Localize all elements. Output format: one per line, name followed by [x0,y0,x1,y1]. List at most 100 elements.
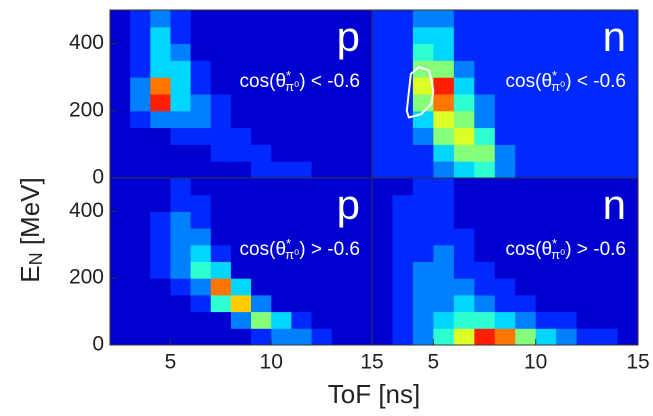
heat-cell [331,10,353,28]
x-tick-label: 10 [524,351,547,374]
heat-cell [515,127,537,145]
heat-cell [576,228,598,246]
heat-cell [412,26,434,45]
heat-cell [150,244,171,262]
heat-cell [392,294,414,313]
heat-cell [515,261,537,279]
heat-cell [433,161,455,179]
heat-cell [271,178,292,196]
heat-cell [474,328,496,346]
heat-cell [150,26,171,45]
heat-cell [130,194,151,212]
heat-cell [392,161,414,179]
heat-cell [474,161,496,179]
heat-cell [291,43,313,61]
heat-cell [576,244,598,262]
heat-cell [210,110,232,129]
heat-cell [210,328,232,346]
heat-cell [351,26,373,45]
heat-cell [190,26,212,45]
heat-cell [412,10,434,28]
heat-cell [291,10,313,28]
heat-cell [230,294,252,313]
heat-cell [150,10,171,28]
heat-cell [230,43,252,61]
heat-cell [453,161,475,179]
heat-cell [251,244,272,262]
heat-cell [474,144,496,162]
heat-cell [110,211,131,229]
heat-cell [392,194,414,212]
heat-cell [412,294,434,313]
heat-cell [331,228,353,246]
heat-cell [130,60,151,78]
heat-cell [130,211,151,229]
heat-cell [271,328,292,346]
heat-cell [130,244,151,262]
heat-cell [515,328,537,346]
heat-cell [556,244,578,262]
heat-cell [351,110,373,129]
heat-cell [535,60,557,78]
heat-cell [271,311,292,329]
heat-cell [474,211,496,229]
heat-cell [190,194,212,212]
heat-cell [515,161,537,179]
heat-cell [351,60,373,78]
heat-cell [535,211,557,229]
heat-cell [291,278,313,296]
heat-cell [130,10,151,28]
heat-cell [150,294,171,313]
heat-cell [150,328,171,346]
heat-cell [617,127,639,145]
heat-cell [351,244,373,262]
heat-cell [311,328,333,346]
heat-cell [130,178,151,196]
heat-cell [170,94,192,112]
heat-cell [392,110,414,129]
heat-cell [453,294,475,313]
heat-cell [494,278,516,296]
cut-sub: π⁰ [551,79,565,94]
heat-cell [617,261,639,279]
y-label-main: E [15,265,45,282]
heat-cell [170,43,192,61]
heat-cell [311,94,333,112]
heat-cell [331,60,353,78]
heat-cell [412,244,434,262]
heat-cell [412,194,434,212]
cut-rest: ) < -0.6 [299,71,360,92]
heat-cell [576,311,598,329]
heat-cell [170,178,192,196]
heat-cell [251,110,272,129]
cut-sup: * [552,68,557,83]
heat-cell [597,328,619,346]
x-tick-label: 15 [626,351,649,374]
heat-cell [597,261,619,279]
heat-cell [494,144,516,162]
heat-cell [412,110,434,129]
heat-cell [372,311,393,329]
y-tick-label: 0 [92,166,104,189]
heat-cell [535,328,557,346]
cut-label: cos(θ* π⁰) > -0.6 [506,236,626,262]
heat-cell [372,127,393,145]
heat-cell [597,294,619,313]
heat-cell [170,261,192,279]
heat-cell [576,161,598,179]
heat-cell [433,127,455,145]
heat-cell [311,194,333,212]
heat-cell [291,178,313,196]
cut-sub: π⁰ [285,247,299,262]
heat-cell [515,110,537,129]
y-label-unit: [MeV] [15,177,45,252]
heat-cell [474,311,496,329]
heat-cell [251,94,272,112]
heat-cell [150,43,171,61]
heat-cell [351,127,373,145]
heat-cell [150,228,171,246]
heat-cell [130,228,151,246]
heat-cell [271,211,292,229]
heat-cell [372,144,393,162]
cut-rest: ) < -0.6 [565,71,626,92]
